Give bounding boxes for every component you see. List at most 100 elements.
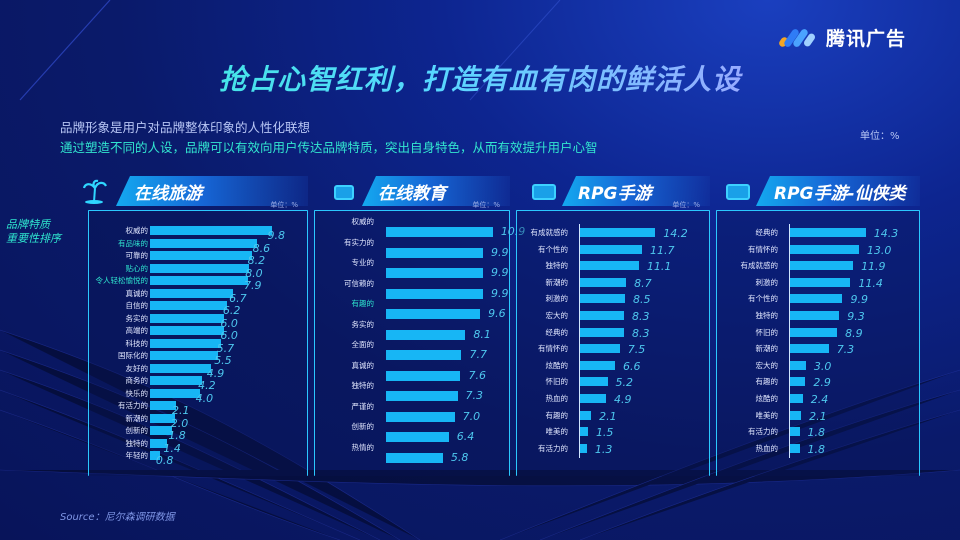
bar <box>386 227 493 237</box>
education-tv-icon <box>334 185 354 200</box>
bar-label: 科技的 <box>125 338 149 348</box>
bar-value: 4.2 <box>198 379 216 392</box>
bar-value: 6.2 <box>222 304 241 317</box>
bar-label: 令人轻松愉悦的 <box>95 276 149 285</box>
bar-row: 热血的 <box>516 394 710 404</box>
bar-row: 有活力的 <box>88 401 308 411</box>
subtitle-2: 通过塑造不同的人设，品牌可以有效向用户传达品牌特质，突出自身特色，从而有效提升用… <box>60 140 598 155</box>
bar-value: 11.1 <box>646 260 672 274</box>
bar <box>790 327 838 337</box>
panel-unit: 单位：% <box>672 201 700 209</box>
panel-online-travel: 在线旅游 单位：% 权威的 有品味的 可靠的 贴心的 令人轻松愉悦的 真诚的 自信的 务实的高… <box>82 176 308 476</box>
y-axis-line <box>579 224 580 459</box>
bar <box>150 376 203 385</box>
bar <box>790 294 843 304</box>
bar-value: 8.5 <box>633 293 651 307</box>
bar <box>386 288 484 299</box>
bar-row: 经典的 <box>516 327 710 338</box>
bar-label: 务实的 <box>351 319 375 329</box>
bar-label: 有个性的 <box>538 244 568 254</box>
bar-row: 严谨的 <box>314 402 510 422</box>
panel-rpg-mobile: RPG手游 单位：% 有成就感的 有个性的 独特的 新潮的 刺激的 宏大的 经典的 有情怀的炫… <box>516 176 710 476</box>
bar-row: 热情的 <box>314 443 510 463</box>
bar-label: 炫酷的 <box>755 394 779 403</box>
bar-row: 贴心的 <box>88 263 308 274</box>
bar <box>386 268 484 278</box>
bar-label: 怀旧的 <box>545 377 569 387</box>
source-note: Source：尼尔森调研数据 <box>60 512 175 523</box>
bar-value: 1.8 <box>168 429 186 442</box>
bar-value: 9.9 <box>491 245 509 259</box>
bar-label: 有实力的 <box>344 237 374 247</box>
bar-row: 可信赖的 <box>314 279 510 299</box>
bar <box>150 226 272 235</box>
panel-unit: 单位：% <box>270 201 298 209</box>
bar <box>580 228 656 237</box>
bar-row: 热血的 <box>716 443 920 454</box>
bar-row: 炫酷的 <box>716 394 920 404</box>
bar <box>580 261 639 271</box>
bar <box>150 351 219 360</box>
bar-label: 有成就感的 <box>530 228 569 237</box>
bar <box>790 244 859 254</box>
bar-value: 7.5 <box>627 343 646 357</box>
bar <box>386 309 481 319</box>
bar-label: 热情的 <box>351 442 375 452</box>
bar-value: 5.8 <box>450 450 469 464</box>
bar-row: 快乐的 <box>88 388 308 399</box>
bar-row: 友好的 <box>88 363 308 374</box>
bar <box>150 288 234 298</box>
unit-label: 单位：% <box>860 131 900 142</box>
bar-label: 有活力的 <box>538 443 568 453</box>
bar <box>790 360 806 370</box>
subtitle-1: 品牌形象是用户对品牌整体印象的人性化联想 <box>60 120 311 135</box>
bar-value: 7.3 <box>836 343 855 357</box>
bar-value: 8.9 <box>845 326 863 340</box>
bar-row: 独特的 <box>314 381 510 401</box>
bar <box>386 329 466 340</box>
gamepad-icon <box>532 184 556 200</box>
bar-row: 炫酷的 <box>516 360 710 371</box>
bar-label: 新潮的 <box>755 344 779 354</box>
bar-label: 高端的 <box>125 326 149 335</box>
bar-row: 真诚的 <box>314 361 510 381</box>
bar-value: 1.8 <box>807 426 826 440</box>
bar-row: 刺激的 <box>516 294 710 304</box>
bar-row: 年轻的 <box>88 451 308 461</box>
panel-rpg-xianxia: RPG手游-仙侠类 经典的 有情怀的 有成就感的 刺激的 有个性的 独特的 怀旧的 新潮的 宏大… <box>716 176 920 476</box>
bar-value: 9.6 <box>488 307 506 320</box>
bar-value: 4.9 <box>206 366 225 380</box>
bar <box>386 432 449 442</box>
panel-title: 在线教育 <box>378 184 446 204</box>
bar-value: 9.3 <box>847 310 865 323</box>
bar-label: 专业的 <box>351 258 375 267</box>
side-label-line1: 品牌特质 <box>6 218 50 231</box>
bar-row: 独特的 <box>88 438 308 449</box>
bar-label: 有趣的 <box>351 299 375 308</box>
side-label-line2: 重要性排序 <box>6 232 61 245</box>
bar-label: 热血的 <box>545 394 569 403</box>
bar-row: 有趣的 <box>716 377 920 387</box>
bar-row: 有活力的 <box>716 427 920 437</box>
bar-label: 独特的 <box>755 311 779 320</box>
bar <box>386 391 458 401</box>
bar-row: 有情怀的 <box>516 344 710 354</box>
bar-label: 有情怀的 <box>538 344 568 354</box>
bar <box>580 294 626 304</box>
bar-label: 有情怀的 <box>748 244 778 254</box>
bar-label: 有个性的 <box>748 294 778 304</box>
bar-label: 全面的 <box>351 340 375 349</box>
bar-value: 8.7 <box>634 276 652 290</box>
bar-label: 创新的 <box>125 426 149 435</box>
bar-label: 唯美的 <box>755 410 779 420</box>
bar <box>580 327 624 337</box>
bar-value: 13.0 <box>866 243 892 257</box>
bar-row: 有成就感的 <box>516 228 710 238</box>
bar-label: 权威的 <box>125 226 149 235</box>
bar <box>790 311 840 320</box>
bar-label: 宏大的 <box>755 360 779 370</box>
bar-label: 独特的 <box>351 381 375 390</box>
bar-value: 8.3 <box>631 310 650 323</box>
bar-value: 6.0 <box>220 316 238 330</box>
bar <box>150 401 177 410</box>
